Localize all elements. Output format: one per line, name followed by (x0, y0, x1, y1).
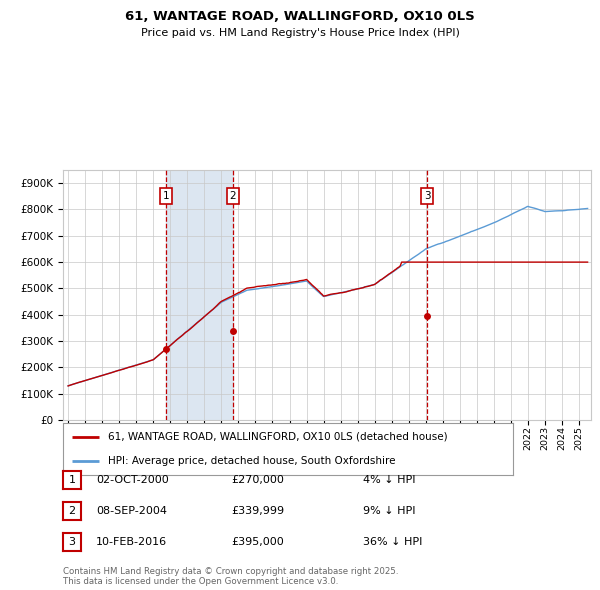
Text: 2: 2 (229, 191, 236, 201)
Text: 61, WANTAGE ROAD, WALLINGFORD, OX10 0LS: 61, WANTAGE ROAD, WALLINGFORD, OX10 0LS (125, 10, 475, 23)
Text: 2: 2 (68, 506, 76, 516)
Text: £270,000: £270,000 (231, 475, 284, 485)
Text: 10-FEB-2016: 10-FEB-2016 (96, 537, 167, 547)
Text: Price paid vs. HM Land Registry's House Price Index (HPI): Price paid vs. HM Land Registry's House … (140, 28, 460, 38)
Text: £339,999: £339,999 (231, 506, 284, 516)
Text: 1: 1 (163, 191, 169, 201)
Text: HPI: Average price, detached house, South Oxfordshire: HPI: Average price, detached house, Sout… (108, 457, 395, 467)
Text: 3: 3 (424, 191, 431, 201)
Text: £395,000: £395,000 (231, 537, 284, 547)
Text: 1: 1 (68, 475, 76, 485)
Text: 4% ↓ HPI: 4% ↓ HPI (363, 475, 415, 485)
Text: Contains HM Land Registry data © Crown copyright and database right 2025.
This d: Contains HM Land Registry data © Crown c… (63, 566, 398, 586)
Text: 08-SEP-2004: 08-SEP-2004 (96, 506, 167, 516)
Text: 9% ↓ HPI: 9% ↓ HPI (363, 506, 415, 516)
Text: 02-OCT-2000: 02-OCT-2000 (96, 475, 169, 485)
Text: 36% ↓ HPI: 36% ↓ HPI (363, 537, 422, 547)
Bar (166, 170, 233, 420)
Text: 3: 3 (68, 537, 76, 547)
Text: 61, WANTAGE ROAD, WALLINGFORD, OX10 0LS (detached house): 61, WANTAGE ROAD, WALLINGFORD, OX10 0LS … (108, 431, 448, 441)
